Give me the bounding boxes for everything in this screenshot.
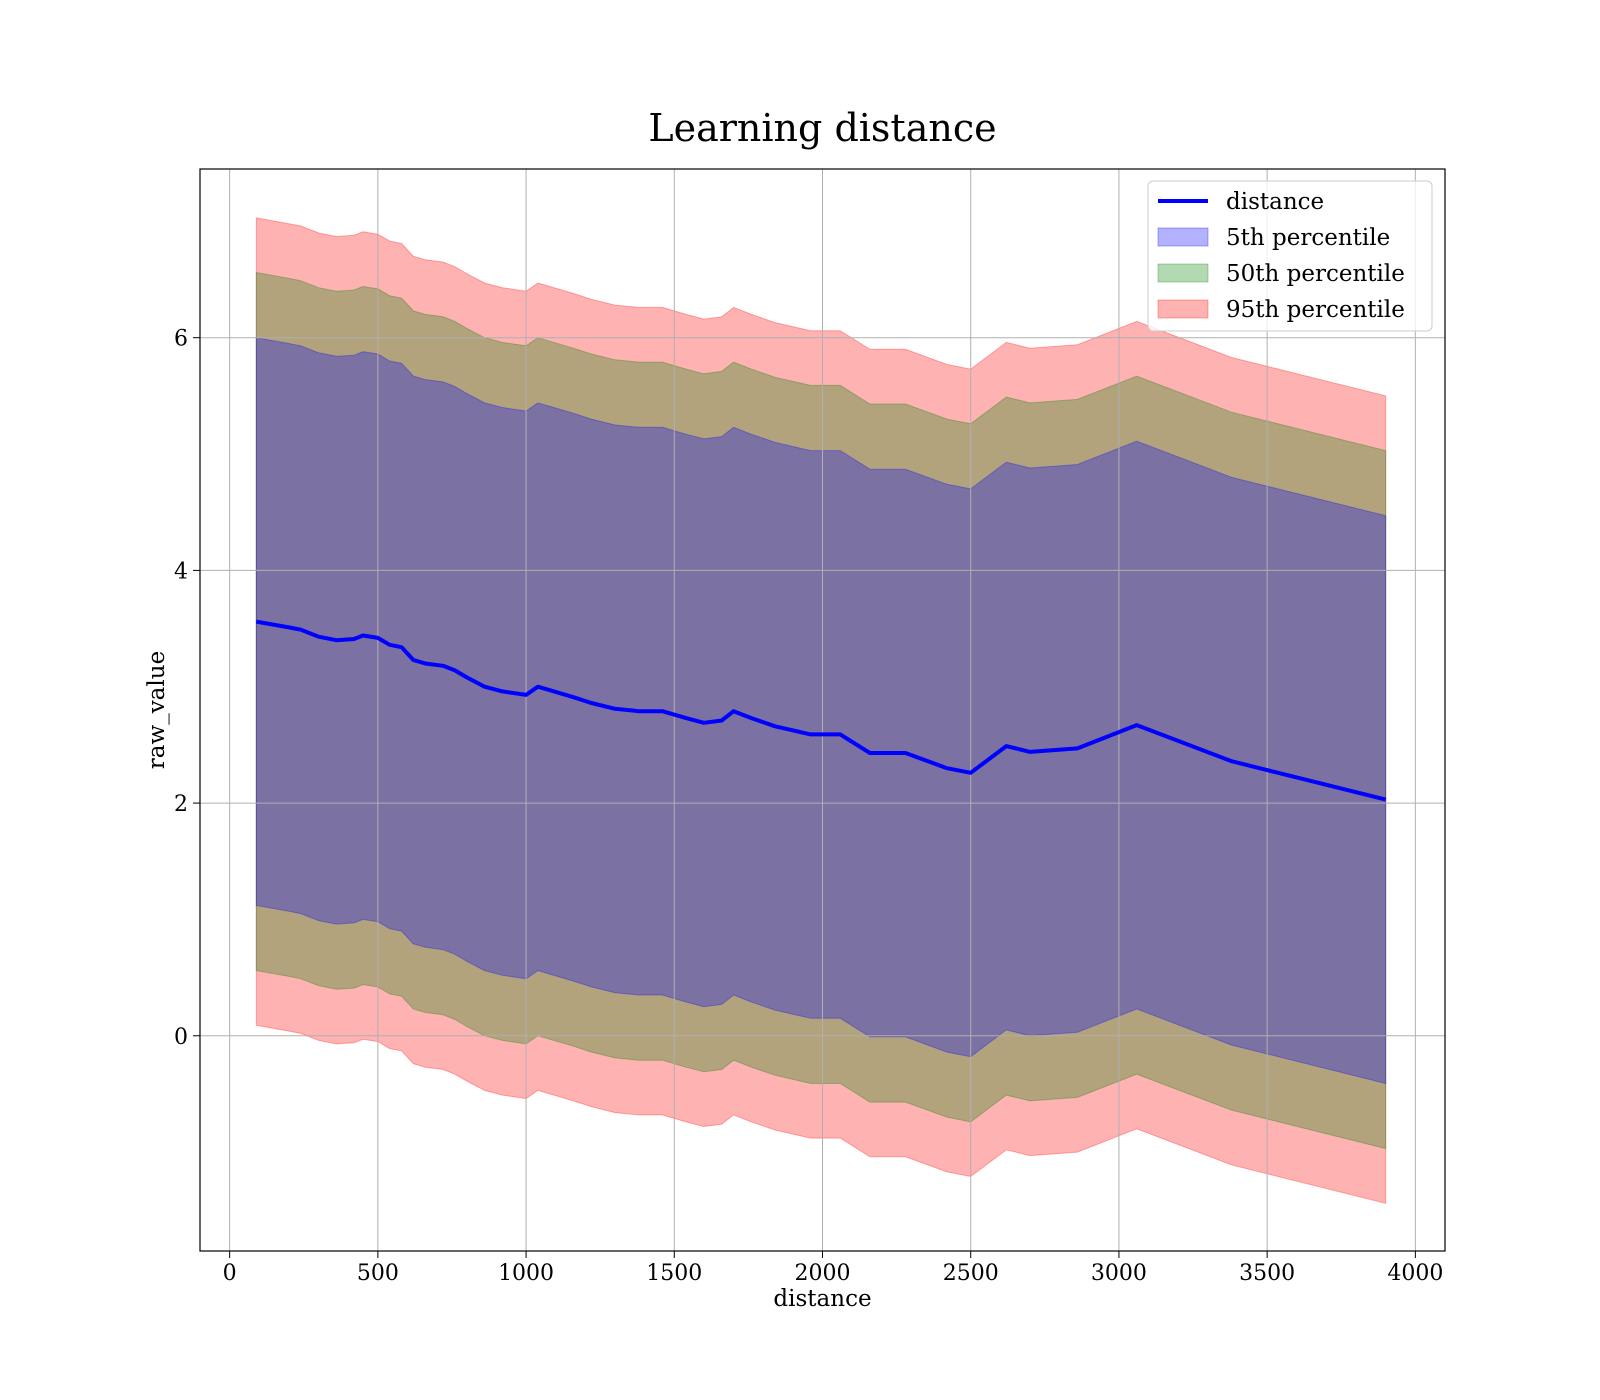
legend-label: distance	[1226, 189, 1324, 215]
x-axis-label: distance	[773, 1286, 871, 1312]
series-lines	[255, 619, 1387, 802]
legend-swatch-50th-percentile	[1157, 263, 1209, 283]
y-tick-label: 2	[174, 792, 188, 817]
axes: 0 500 1000 1500 2000 2500 3000 3500 4000 0 2 4 6	[174, 168, 1446, 1286]
band-95th-percentile	[255, 217, 1387, 1204]
legend-label: 95th percentile	[1226, 297, 1405, 323]
x-tick-label: 1500	[646, 1261, 702, 1286]
x-tick-label: 4000	[1387, 1261, 1443, 1286]
x-tick-label: 3500	[1239, 1261, 1295, 1286]
grid-lines	[200, 169, 1445, 1251]
percentile-bands	[255, 217, 1387, 1204]
legend-swatch-5th-percentile	[1157, 227, 1209, 247]
x-tick-label: 2000	[795, 1261, 851, 1286]
chart-title: Learning distance	[648, 106, 996, 150]
x-tick-label: 500	[357, 1261, 399, 1286]
legend-frame	[1147, 180, 1433, 332]
legend: distance 5th percentile 50th percentile 95t…	[1147, 180, 1433, 332]
x-tick-label: 2500	[943, 1261, 999, 1286]
legend-label: 5th percentile	[1226, 225, 1390, 251]
y-tick-label: 4	[174, 559, 188, 584]
series-line-distance	[255, 619, 1387, 802]
band-50th-percentile	[255, 271, 1387, 1150]
band-5th-percentile	[255, 337, 1387, 1085]
x-tick-label: 0	[223, 1261, 237, 1286]
x-tick-label: 3000	[1091, 1261, 1147, 1286]
legend-label: 50th percentile	[1226, 261, 1405, 287]
x-tick-label: 1000	[498, 1261, 554, 1286]
y-axis-label: raw_value	[144, 651, 170, 769]
legend-swatch-95th-percentile	[1157, 299, 1209, 319]
y-tick-label: 6	[174, 327, 188, 352]
y-tick-label: 0	[174, 1025, 188, 1050]
